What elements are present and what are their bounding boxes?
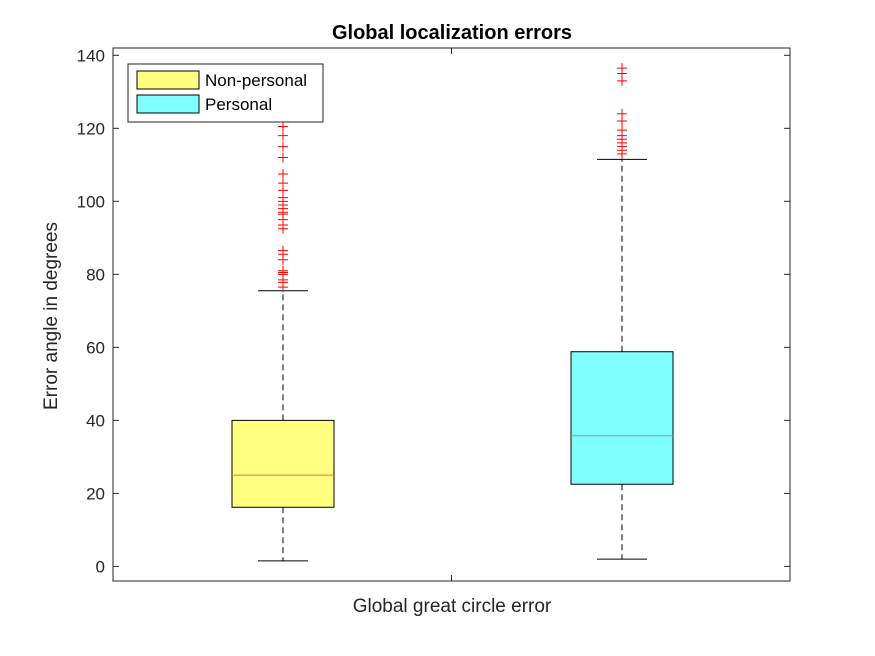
y-tick-label: 140 [77,46,105,65]
y-tick-label: 120 [77,119,105,138]
y-tick-label: 60 [86,338,105,357]
legend-swatch-2 [136,94,200,114]
legend-label-1: Non-personal [205,71,307,90]
y-tick-label: 20 [86,484,105,503]
outlier-marker [278,130,288,141]
y-tick-label: 80 [86,265,105,284]
box-group-1 [231,121,335,562]
iqr-box [570,351,674,485]
outlier-marker [617,63,627,74]
outlier-marker [617,125,627,136]
outlier-marker [617,108,627,119]
outlier-marker [278,168,288,179]
y-tick-label: 0 [96,557,105,576]
y-axis-label: Error angle in degrees [41,222,62,410]
iqr-box [231,419,335,508]
outlier-marker [278,121,288,132]
plot-area: 0 20 40 60 80 100 120 140 Non-personal Personal [77,46,791,582]
box-group-2 [570,63,674,560]
legend-swatch-1 [136,70,200,90]
chart-title: Global localization errors [332,22,572,44]
outlier-marker [278,178,288,189]
outlier-marker [278,265,288,276]
legend-label-2: Personal [205,95,272,114]
legend: Non-personal Personal [127,63,324,123]
outlier-marker [278,245,288,256]
axes-box [112,47,791,582]
outlier-marker [278,141,288,152]
x-axis-label: Global great circle error [353,596,552,617]
y-tick-label: 40 [86,411,105,430]
y-tick-label: 100 [77,192,105,211]
outlier-marker [278,152,288,163]
